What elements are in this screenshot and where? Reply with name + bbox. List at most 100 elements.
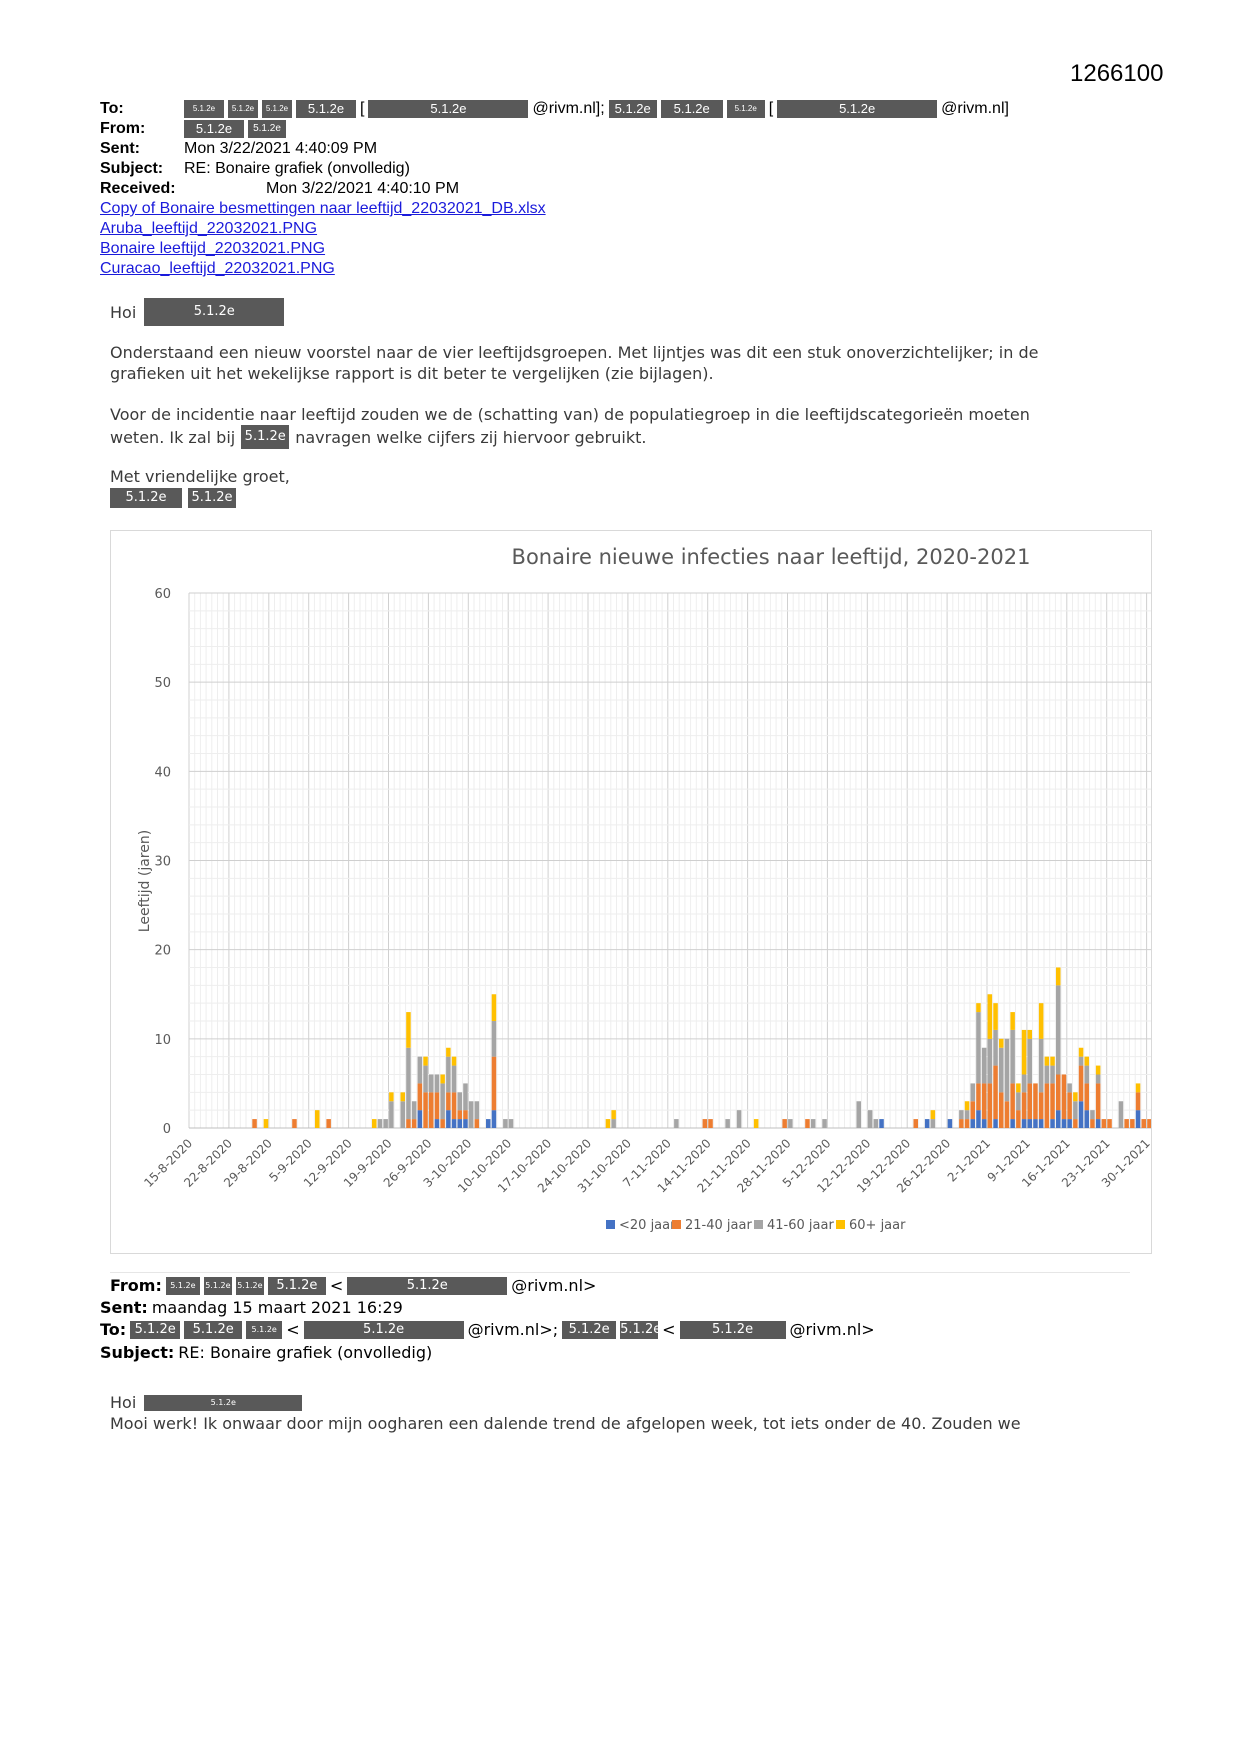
bar-segment [1050, 1119, 1055, 1128]
bar-segment [1056, 1074, 1061, 1111]
bar-segment [406, 1012, 411, 1048]
prev-to-label: To: [100, 1320, 127, 1339]
bar-segment [987, 1038, 993, 1084]
legend-label: 60+ jaar [849, 1218, 906, 1233]
bar-segment [1038, 1092, 1044, 1120]
bar-segment [383, 1119, 388, 1128]
attachment-link[interactable]: Bonaire leeftijd_22032021.PNG [100, 240, 326, 257]
bar-segment [867, 1110, 873, 1128]
bar-segment [810, 1119, 816, 1128]
bar-segment [1084, 1056, 1089, 1066]
redaction: 5.1.2e [267, 1276, 326, 1295]
lt: < [286, 1320, 300, 1339]
legend-swatch [836, 1220, 845, 1229]
redaction: 5.1.2e [246, 1320, 283, 1339]
bar-segment [1021, 1074, 1027, 1093]
bar-segment [457, 1119, 462, 1128]
bracket: [ [360, 100, 365, 117]
bar-segment [1038, 1038, 1044, 1093]
bar-segment [486, 1119, 491, 1128]
prev-sent-label: Sent: [100, 1298, 148, 1317]
sent-label: Sent: [100, 140, 140, 157]
subject-value: RE: Bonaire grafiek (onvolledig) [184, 160, 410, 177]
closing: Met vriendelijke groet, [110, 467, 290, 486]
bar-segment [1021, 1092, 1027, 1120]
legend-label: <20 jaar [619, 1218, 676, 1233]
bar-segment [1084, 1065, 1089, 1084]
attachment-link[interactable]: Aruba_leeftijd_22032021.PNG [100, 220, 318, 237]
bar-segment [411, 1119, 417, 1128]
bar-segment [423, 1056, 428, 1066]
bar-segment [389, 1101, 394, 1128]
bar-segment [429, 1092, 434, 1128]
bar-segment [1056, 967, 1061, 986]
redaction: 5.1.2e [130, 1320, 181, 1339]
x-ticks: 15-8-202022-8-202029-8-20205-9-202012-9-… [141, 1136, 1152, 1195]
redaction: 5.1.2e [188, 488, 236, 508]
document-number: 1266100 [1070, 60, 1164, 87]
redaction: 5.1.2e [235, 1276, 264, 1295]
bar-segment [417, 1110, 423, 1128]
bar-segment [1044, 1083, 1050, 1128]
bar-segment [1050, 1065, 1055, 1084]
bar-segment [959, 1119, 964, 1128]
y-tick-label: 20 [154, 944, 171, 959]
bar-segment [446, 1056, 451, 1093]
attachment-link[interactable]: Copy of Bonaire besmettingen naar leefti… [100, 200, 546, 217]
bar-segment [1016, 1092, 1021, 1111]
bar-segment [1056, 1110, 1061, 1128]
bar-segment [970, 1101, 975, 1120]
bar-segment [474, 1119, 480, 1128]
redaction: 5.1.2e [679, 1320, 786, 1339]
redaction: 5.1.2e [165, 1276, 200, 1295]
bar-segment [1084, 1083, 1089, 1111]
bar-segment [440, 1083, 445, 1120]
received-value: Mon 3/22/2021 4:40:10 PM [266, 180, 460, 197]
bar-segment [999, 1092, 1004, 1128]
bar-segment [1004, 1101, 1010, 1128]
bar-segment [451, 1056, 457, 1066]
bar-segment [981, 1047, 987, 1084]
legend-label: 21-40 jaar [685, 1218, 752, 1233]
from-row: From: 5.1.2e 5.1.2e [100, 120, 286, 138]
prev-sent-value: maandag 15 maart 2021 16:29 [151, 1298, 403, 1317]
prev-to-row: To: 5.1.2e 5.1.2e 5.1.2e < 5.1.2e @rivm.… [100, 1320, 875, 1339]
bar-segment [377, 1119, 383, 1128]
bar-segment [924, 1119, 930, 1128]
bar-segment [263, 1119, 269, 1128]
bar-segment [981, 1119, 987, 1128]
signature: 5.1.2e 5.1.2e [110, 488, 236, 508]
redaction: 5.1.2e [726, 100, 765, 118]
bar-segment [1050, 1056, 1055, 1066]
redaction: 5.1.2e [562, 1320, 617, 1339]
bar-segment [503, 1119, 508, 1128]
prev-domain: @rivm.nl> [789, 1320, 875, 1339]
bar-segment [605, 1119, 611, 1128]
bar-segment [406, 1047, 411, 1120]
redaction: 5.1.2e [347, 1276, 508, 1295]
bar-segment [1135, 1083, 1141, 1093]
bar-segment [947, 1119, 953, 1128]
bar-segment [1095, 1065, 1101, 1075]
bar-segment [702, 1119, 708, 1128]
redaction: 5.1.2e [608, 100, 657, 118]
lt: < [329, 1276, 344, 1295]
bar-segment [451, 1065, 457, 1093]
bar-segment [1135, 1092, 1141, 1111]
redaction: 5.1.2e [184, 120, 244, 138]
redaction: 5.1.2e [620, 1320, 662, 1339]
bar-segment [1130, 1119, 1135, 1128]
redaction: 5.1.2e [368, 100, 529, 118]
bar-segment [1073, 1092, 1078, 1102]
sent-row: Sent: Mon 3/22/2021 4:40:09 PM [100, 140, 377, 158]
bar-segment [1004, 1038, 1010, 1102]
bar-segment [389, 1092, 394, 1102]
bar-segment [1010, 1012, 1015, 1030]
bar-segment [1010, 1119, 1015, 1128]
bar-segment [976, 1003, 981, 1013]
prev-domain: @rivm.nl> [511, 1276, 597, 1295]
prev-greeting: Hoi [110, 1393, 137, 1412]
attachment-link[interactable]: Curacao_leeftijd_22032021.PNG [100, 260, 335, 277]
bar-segment [434, 1092, 440, 1120]
bar-segment [993, 1119, 998, 1128]
